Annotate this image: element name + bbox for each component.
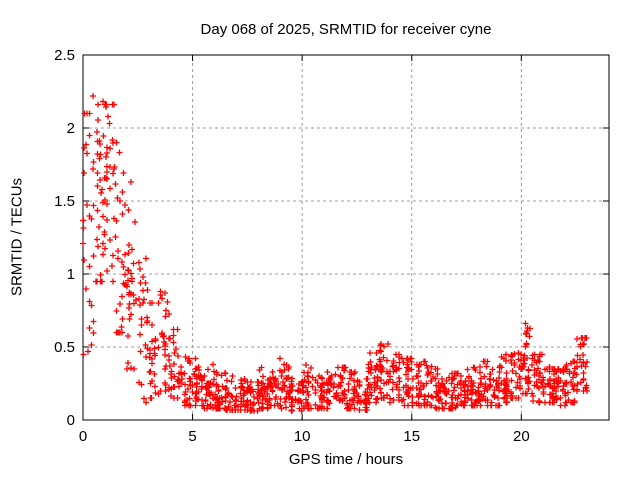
x-tick-label: 20: [513, 428, 530, 445]
scatter-points: [80, 93, 590, 414]
y-tick-label: 1.5: [54, 193, 75, 210]
x-tick-label: 5: [188, 428, 196, 445]
x-tick-label: 10: [294, 428, 311, 445]
y-tick-label: 2.5: [54, 47, 75, 64]
grid-lines: [83, 55, 609, 420]
chart-title: Day 068 of 2025, SRMTID for receiver cyn…: [200, 21, 492, 38]
y-axis-label: SRMTID / TECUs: [8, 177, 26, 297]
y-tick-label: 0.5: [54, 339, 75, 356]
x-tick-label: 15: [403, 428, 420, 445]
y-tick-label: 1: [67, 266, 75, 283]
y-tick-label: 0: [67, 412, 75, 429]
x-tick-label: 0: [79, 428, 87, 445]
plot-border: [82, 54, 610, 421]
x-axis-label: GPS time / hours: [288, 451, 404, 468]
y-tick-label: 2: [67, 120, 75, 137]
